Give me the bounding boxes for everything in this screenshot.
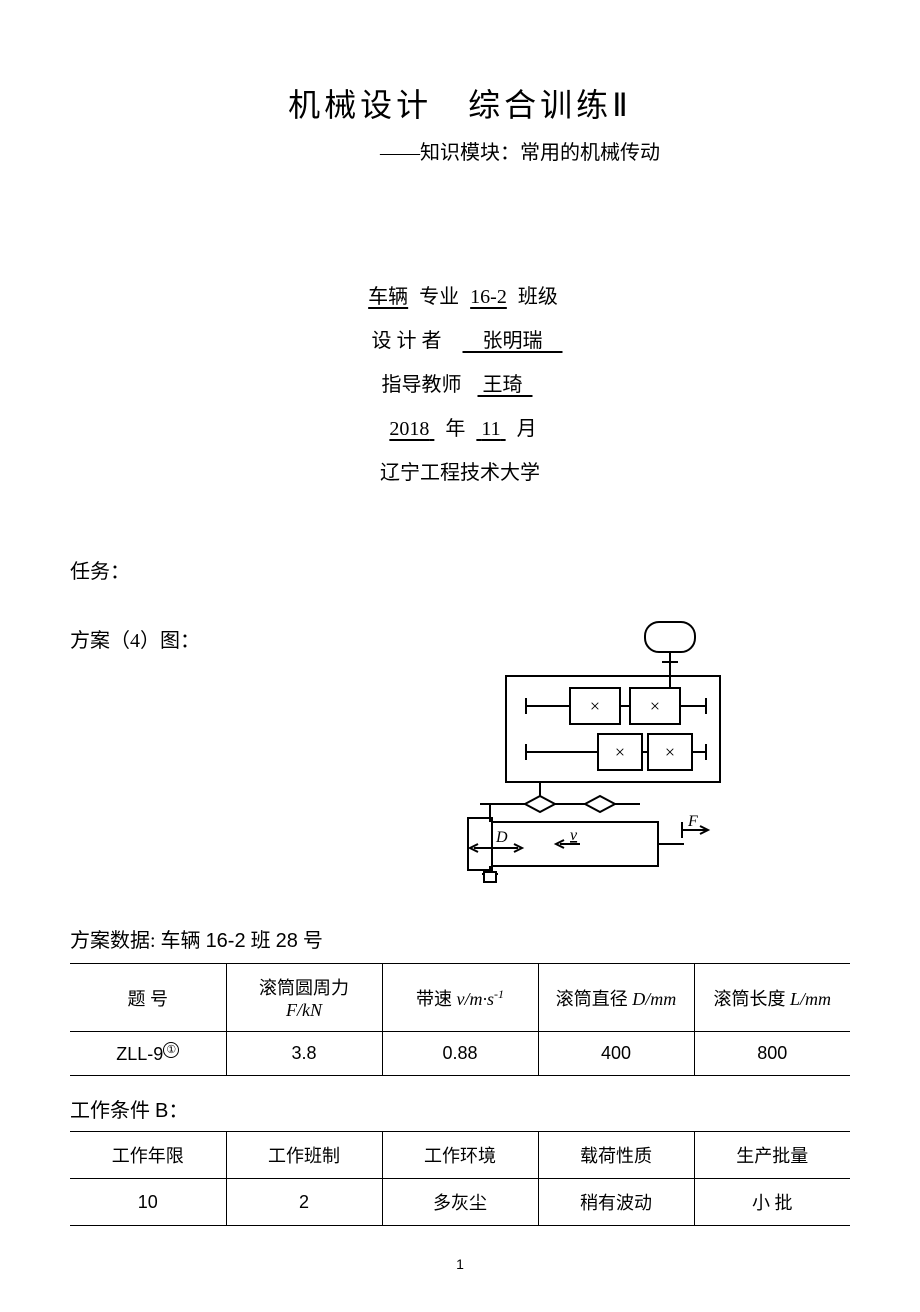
conditions-table: 工作年限 工作班制 工作环境 载荷性质 生产批量 10 2 多灰尘 稍有波动 小…: [70, 1131, 850, 1226]
page-number: 1: [70, 1256, 850, 1272]
diagram-d-label: D: [495, 829, 508, 846]
advisor-value: 王琦: [472, 374, 539, 396]
t1-r1c2: 3.8: [226, 1032, 382, 1076]
year-label: 年: [445, 418, 465, 440]
t1-r1c5: 800: [694, 1032, 850, 1076]
class-label: 班级: [518, 286, 558, 308]
major-value: 车辆: [362, 286, 414, 308]
scheme-label: 方案（4）图：: [70, 624, 330, 653]
designer-label: 设 计 者: [372, 330, 442, 352]
conditions-label: 工作条件 B：: [70, 1094, 850, 1123]
t2-r1c3: 多灰尘: [382, 1179, 538, 1226]
svg-text:×: ×: [615, 742, 625, 762]
doc-subtitle: ——知识模块：常用的机械传动: [190, 136, 850, 165]
svg-text:×: ×: [665, 742, 675, 762]
task-label: 任务：: [70, 555, 850, 584]
t2-r1c1: 10: [70, 1179, 226, 1226]
t1-r1c3: 0.88: [382, 1032, 538, 1076]
t1-h1: 题 号: [70, 964, 226, 1032]
designer-value: 张明瑞: [457, 330, 569, 352]
t1-h5: 滚筒长度 L/mm: [694, 964, 850, 1032]
t2-r1c2: 2: [226, 1179, 382, 1226]
t1-r1c4: 400: [538, 1032, 694, 1076]
class-value: 16-2: [464, 286, 513, 308]
svg-text:×: ×: [590, 696, 600, 716]
t1-h2: 滚筒圆周力F/kN: [226, 964, 382, 1032]
t2-h4: 载荷性质: [538, 1132, 694, 1179]
t2-h1: 工作年限: [70, 1132, 226, 1179]
doc-title: 机械设计 综合训练Ⅱ: [70, 80, 850, 126]
t2-r1c5: 小 批: [694, 1179, 850, 1226]
scheme-data-table: 题 号 滚筒圆周力F/kN 带速 v/m·s-1 滚筒直径 D/mm 滚筒长度 …: [70, 963, 850, 1076]
t1-h3: 带速 v/m·s-1: [382, 964, 538, 1032]
t2-h5: 生产批量: [694, 1132, 850, 1179]
scheme-diagram: × × × ×: [330, 614, 850, 894]
diagram-v-label: v: [570, 827, 578, 844]
university: 辽宁工程技术大学: [380, 451, 540, 495]
advisor-label: 指导教师: [382, 374, 462, 396]
t2-r1c4: 稍有波动: [538, 1179, 694, 1226]
cover-info: 车辆 专业 16-2 班级 设 计 者 张明瑞 指导教师 王琦 2018 年 1…: [70, 275, 850, 495]
t1-h4: 滚筒直径 D/mm: [538, 964, 694, 1032]
scheme-data-caption: 方案数据: 车辆 16-2 班 28 号: [70, 924, 850, 953]
month-value: 11: [470, 418, 511, 440]
diagram-f-label: F: [687, 813, 698, 830]
major-label: 专业: [419, 286, 459, 308]
year-value: 2018: [383, 418, 440, 440]
t2-h2: 工作班制: [226, 1132, 382, 1179]
t1-r1c1: ZLL-9①: [70, 1032, 226, 1076]
month-label: 月: [517, 418, 537, 440]
t2-h3: 工作环境: [382, 1132, 538, 1179]
svg-text:×: ×: [650, 696, 660, 716]
